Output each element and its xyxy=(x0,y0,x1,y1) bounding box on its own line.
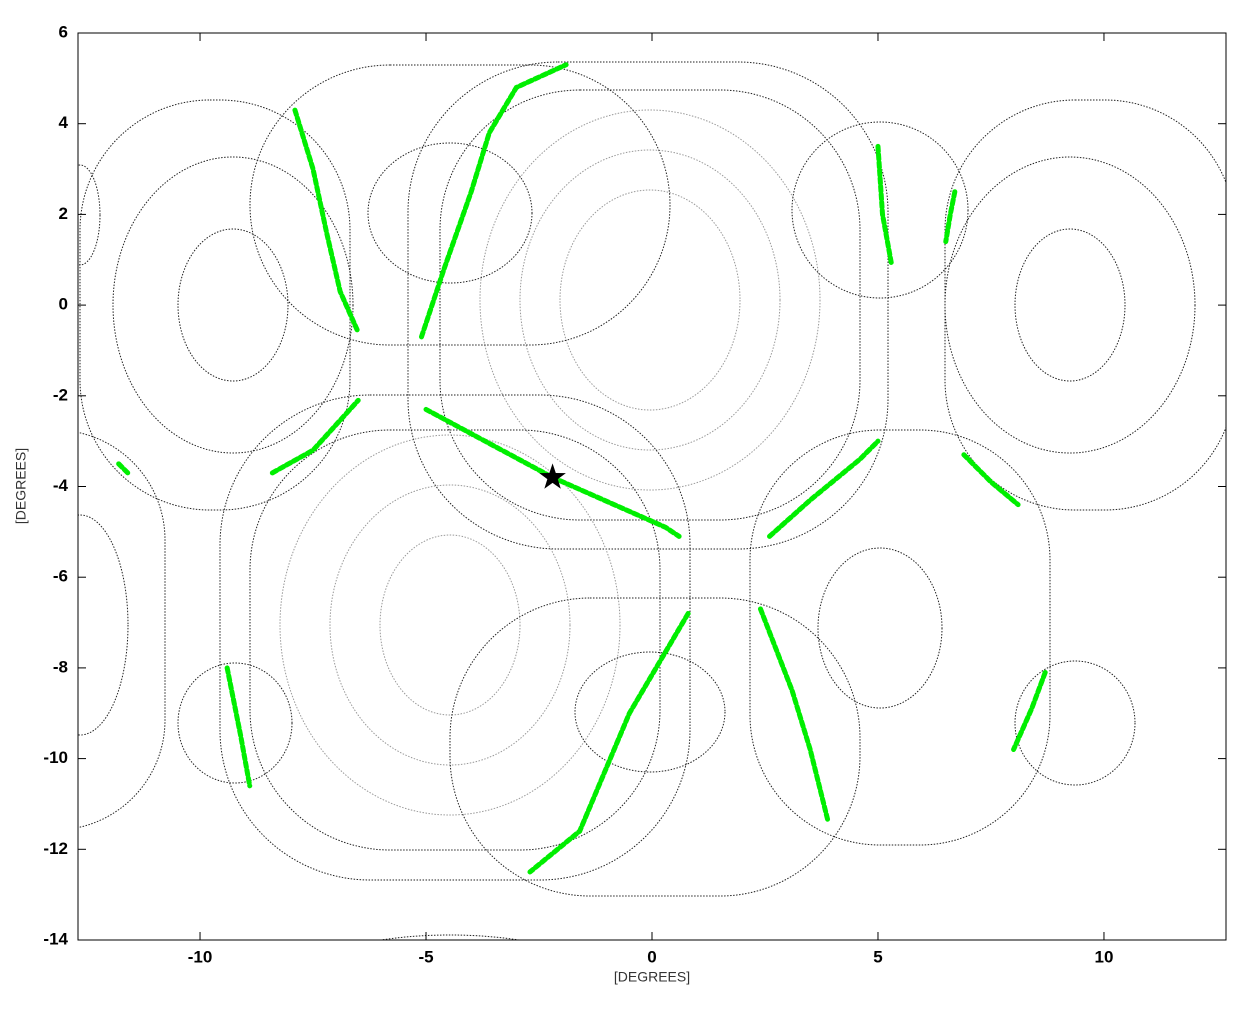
contour xyxy=(439,89,861,521)
contour xyxy=(449,597,861,897)
y-axis-label: [DEGREES] xyxy=(13,448,29,524)
contour xyxy=(219,394,691,881)
y-tick-label: -10 xyxy=(43,748,68,767)
y-tick-label: -8 xyxy=(53,657,68,676)
track xyxy=(767,438,881,539)
x-tick-label: -10 xyxy=(188,947,213,966)
x-tick-label: 5 xyxy=(873,947,882,966)
x-tick-label: 10 xyxy=(1095,947,1114,966)
contour xyxy=(79,99,351,511)
y-tick-label: 0 xyxy=(59,295,68,314)
contour xyxy=(367,142,533,284)
contour xyxy=(479,109,821,491)
contour xyxy=(559,189,741,411)
y-tick-label: -2 xyxy=(53,385,68,404)
contour xyxy=(249,64,671,346)
y-tick-label: -6 xyxy=(53,567,68,586)
contour xyxy=(1014,228,1126,382)
contours xyxy=(78,61,1226,940)
contour xyxy=(78,431,166,829)
contour xyxy=(817,547,943,709)
track xyxy=(875,143,895,267)
x-tick-label: -5 xyxy=(418,947,433,966)
track xyxy=(418,62,569,340)
track xyxy=(116,461,131,476)
contour xyxy=(791,121,969,299)
contour xyxy=(177,662,293,784)
track xyxy=(943,189,958,245)
y-tick-label: -12 xyxy=(43,839,68,858)
track xyxy=(423,406,682,539)
y-tick-label: 6 xyxy=(59,22,68,41)
track xyxy=(224,665,253,789)
contour xyxy=(378,934,522,940)
contour xyxy=(78,514,129,736)
contour xyxy=(279,434,621,816)
contour xyxy=(574,651,726,773)
y-tick-label: -14 xyxy=(43,929,68,948)
track xyxy=(1011,669,1048,753)
contour xyxy=(249,429,661,851)
contour xyxy=(112,156,354,454)
contour xyxy=(78,164,101,266)
contour xyxy=(407,61,889,550)
track xyxy=(961,452,1021,508)
y-tick-label: 4 xyxy=(59,113,69,132)
track xyxy=(757,606,831,825)
contour xyxy=(749,429,1051,846)
contour xyxy=(519,149,781,451)
contour xyxy=(379,534,521,716)
x-axis-label: [DEGREES] xyxy=(614,969,690,985)
contour xyxy=(177,228,289,382)
track xyxy=(527,610,691,875)
y-tick-label: -4 xyxy=(53,476,69,495)
star-marker xyxy=(539,463,566,489)
track xyxy=(269,397,361,476)
contour xyxy=(1014,660,1136,786)
contour xyxy=(944,156,1196,454)
x-tick-label: 0 xyxy=(647,947,656,966)
y-tick-label: 2 xyxy=(59,204,68,223)
plot-area xyxy=(78,33,1226,940)
track xyxy=(292,107,361,335)
